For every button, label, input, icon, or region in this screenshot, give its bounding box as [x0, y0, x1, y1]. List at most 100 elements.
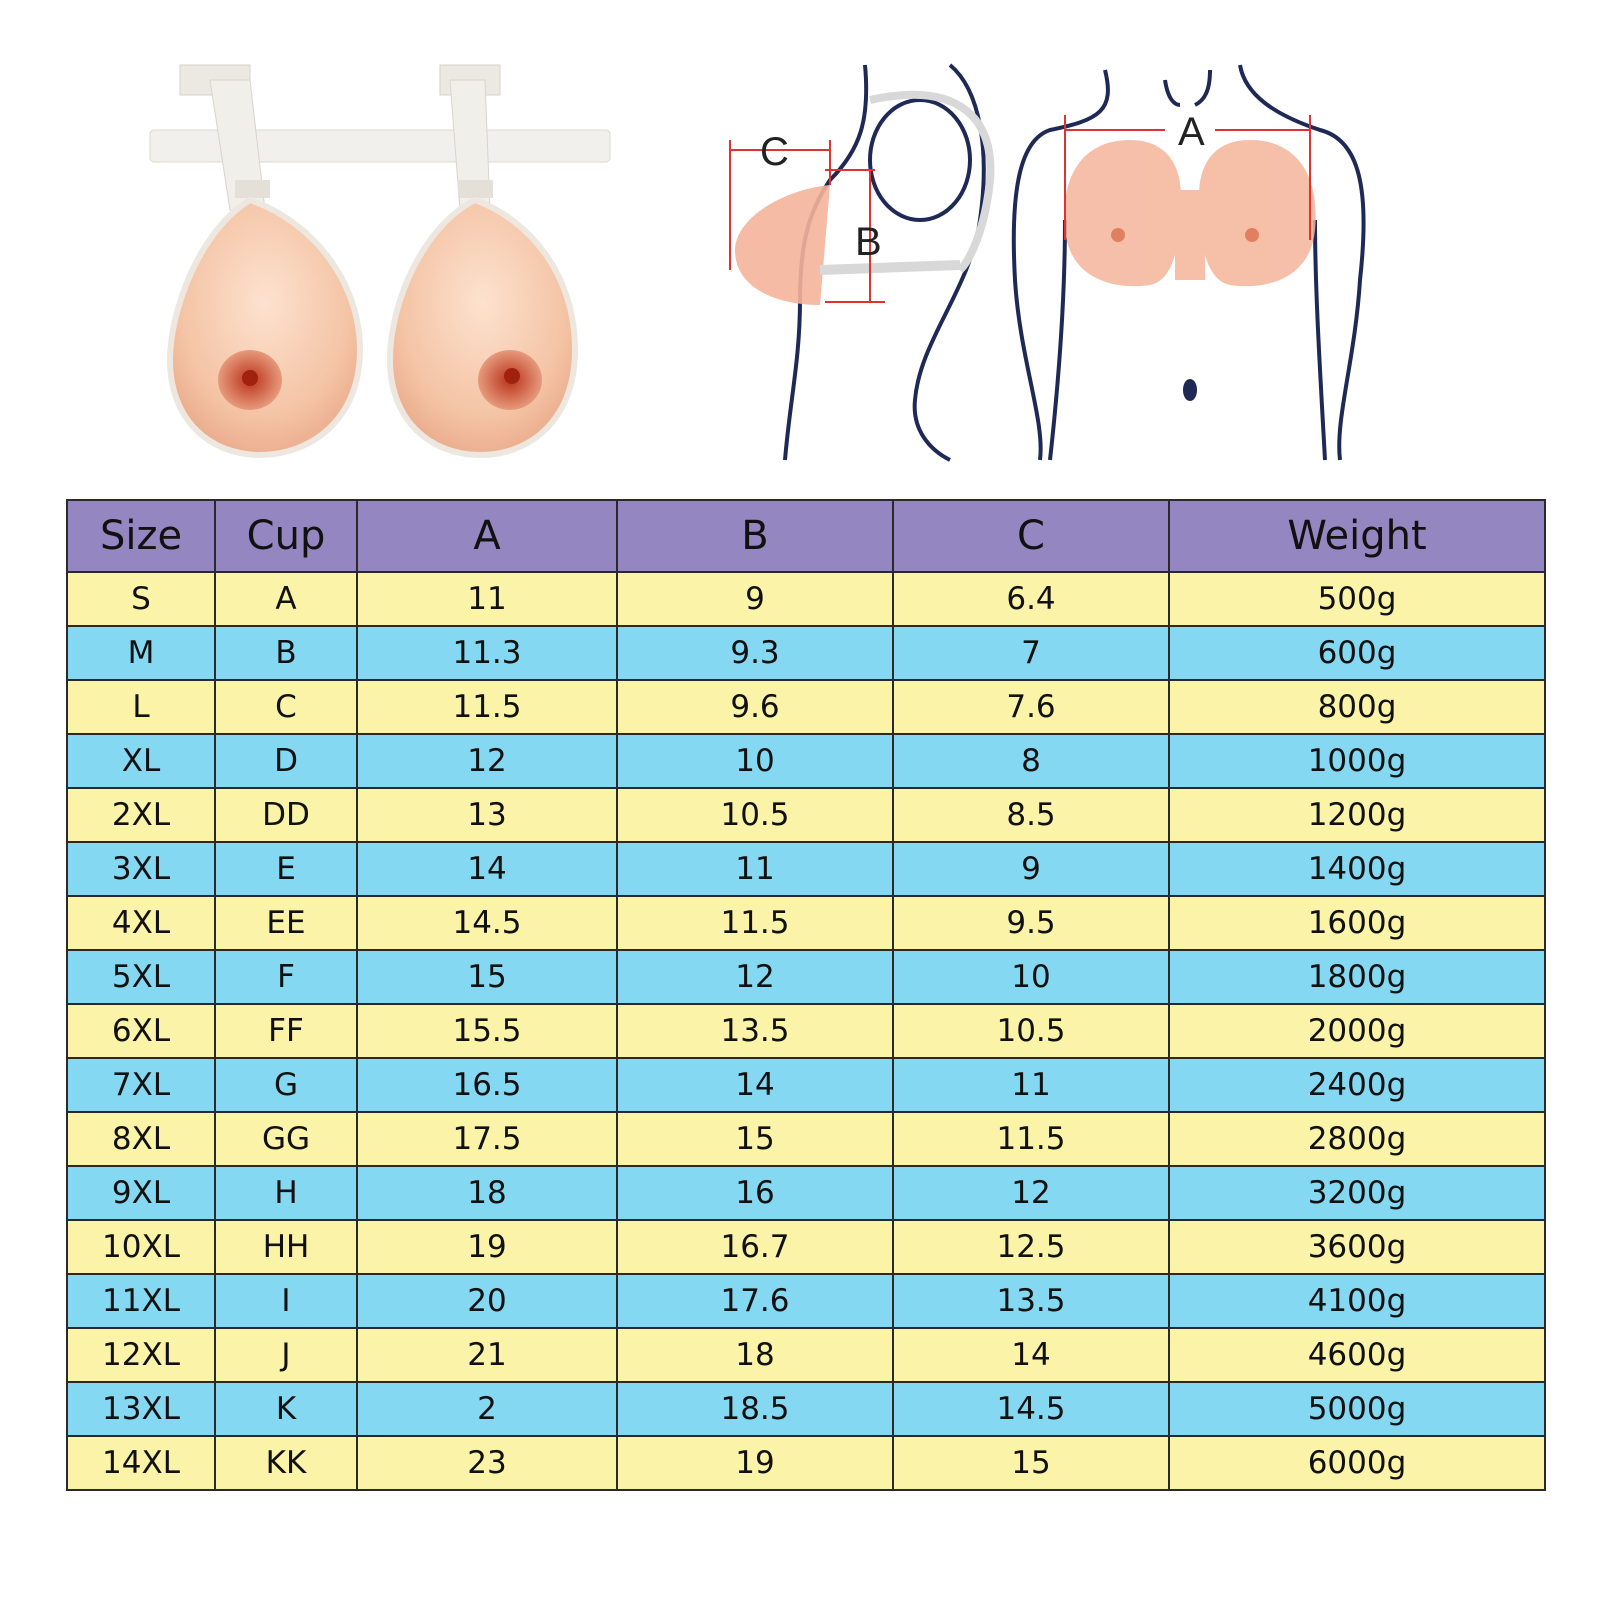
table-row: 3XL E 14 11 9 1400g — [66, 841, 1546, 897]
cell-a: 20 — [356, 1273, 618, 1329]
measurement-diagram: C B A — [729, 63, 1366, 462]
table-row: 4XL EE 14.5 11.5 9.5 1600g — [66, 895, 1546, 951]
cell-c: 7 — [892, 625, 1170, 681]
breast-form-left — [166, 196, 364, 459]
cell-weight: 1000g — [1168, 733, 1546, 789]
straps — [149, 64, 611, 211]
cell-b: 9 — [616, 571, 894, 627]
table-row: 5XL F 15 12 10 1800g — [66, 949, 1546, 1005]
header-a: A — [356, 499, 618, 573]
cell-cup: HH — [214, 1219, 358, 1275]
table-row: XL D 12 10 8 1000g — [66, 733, 1546, 789]
cell-b: 14 — [616, 1057, 894, 1113]
cell-c: 14 — [892, 1327, 1170, 1383]
cell-weight: 3600g — [1168, 1219, 1546, 1275]
cell-c: 11.5 — [892, 1111, 1170, 1167]
cell-weight: 4600g — [1168, 1327, 1546, 1383]
measure-b — [825, 169, 885, 303]
side-breast-form — [735, 185, 830, 305]
size-chart-table: Size Cup A B C Weight S A 11 9 6.4 500g M B 11.3… — [66, 499, 1546, 1491]
cell-size: 6XL — [66, 1003, 216, 1059]
cell-weight: 1400g — [1168, 841, 1546, 897]
cell-c: 12.5 — [892, 1219, 1170, 1275]
header-cup: Cup — [214, 499, 358, 573]
cell-cup: A — [214, 571, 358, 627]
cell-cup: GG — [214, 1111, 358, 1167]
header-b: B — [616, 499, 894, 573]
cell-a: 11.3 — [356, 625, 618, 681]
label-a: A — [1178, 110, 1205, 154]
cell-size: 13XL — [66, 1381, 216, 1437]
cell-weight: 4100g — [1168, 1273, 1546, 1329]
front-breast-forms — [1064, 140, 1316, 287]
cell-weight: 600g — [1168, 625, 1546, 681]
cell-c: 6.4 — [892, 571, 1170, 627]
cell-b: 18 — [616, 1327, 894, 1383]
front-view — [1011, 64, 1366, 461]
cell-cup: FF — [214, 1003, 358, 1059]
cell-a: 16.5 — [356, 1057, 618, 1113]
cell-size: L — [66, 679, 216, 735]
cell-b: 18.5 — [616, 1381, 894, 1437]
cell-cup: G — [214, 1057, 358, 1113]
cell-a: 13 — [356, 787, 618, 843]
cell-c: 10 — [892, 949, 1170, 1005]
header-c: C — [892, 499, 1170, 573]
table-row: 12XL J 21 18 14 4600g — [66, 1327, 1546, 1383]
cell-b: 16 — [616, 1165, 894, 1221]
cell-cup: B — [214, 625, 358, 681]
cell-cup: H — [214, 1165, 358, 1221]
cell-weight: 1200g — [1168, 787, 1546, 843]
cell-b: 12 — [616, 949, 894, 1005]
cell-b: 9.6 — [616, 679, 894, 735]
cell-a: 14 — [356, 841, 618, 897]
cell-cup: F — [214, 949, 358, 1005]
cell-b: 10 — [616, 733, 894, 789]
breast-form-right — [386, 196, 579, 459]
cell-size: XL — [66, 733, 216, 789]
cell-size: 4XL — [66, 895, 216, 951]
cell-cup: C — [214, 679, 358, 735]
cell-c: 13.5 — [892, 1273, 1170, 1329]
cell-c: 8.5 — [892, 787, 1170, 843]
cell-a: 11 — [356, 571, 618, 627]
cell-cup: I — [214, 1273, 358, 1329]
table-row: 9XL H 18 16 12 3200g — [66, 1165, 1546, 1221]
cell-weight: 2800g — [1168, 1111, 1546, 1167]
measure-a — [1064, 115, 1311, 240]
cell-weight: 2000g — [1168, 1003, 1546, 1059]
cell-a: 15 — [356, 949, 618, 1005]
cell-c: 8 — [892, 733, 1170, 789]
cell-b: 13.5 — [616, 1003, 894, 1059]
cell-a: 23 — [356, 1435, 618, 1491]
cell-size: 10XL — [66, 1219, 216, 1275]
cell-weight: 500g — [1168, 571, 1546, 627]
cell-size: 9XL — [66, 1165, 216, 1221]
cell-b: 10.5 — [616, 787, 894, 843]
nipple-right — [1245, 228, 1259, 242]
cell-a: 18 — [356, 1165, 618, 1221]
cell-a: 17.5 — [356, 1111, 618, 1167]
cell-a: 21 — [356, 1327, 618, 1383]
cell-cup: DD — [214, 787, 358, 843]
cell-c: 9 — [892, 841, 1170, 897]
table-row: S A 11 9 6.4 500g — [66, 571, 1546, 627]
table-row: 10XL HH 19 16.7 12.5 3600g — [66, 1219, 1546, 1275]
table-row: L C 11.5 9.6 7.6 800g — [66, 679, 1546, 735]
cell-a: 19 — [356, 1219, 618, 1275]
table-header-row: Size Cup A B C Weight — [66, 499, 1546, 573]
cell-weight: 5000g — [1168, 1381, 1546, 1437]
product-photo — [149, 64, 611, 459]
table-row: 2XL DD 13 10.5 8.5 1200g — [66, 787, 1546, 843]
header-size: Size — [66, 499, 216, 573]
cell-weight: 1600g — [1168, 895, 1546, 951]
cell-weight: 1800g — [1168, 949, 1546, 1005]
nipple-left — [1111, 228, 1125, 242]
cell-cup: KK — [214, 1435, 358, 1491]
table-row: 13XL K 2 18.5 14.5 5000g — [66, 1381, 1546, 1437]
table-row: 14XL KK 23 19 15 6000g — [66, 1435, 1546, 1491]
label-c: C — [760, 130, 789, 174]
cell-size: 12XL — [66, 1327, 216, 1383]
cell-c: 9.5 — [892, 895, 1170, 951]
cell-b: 17.6 — [616, 1273, 894, 1329]
